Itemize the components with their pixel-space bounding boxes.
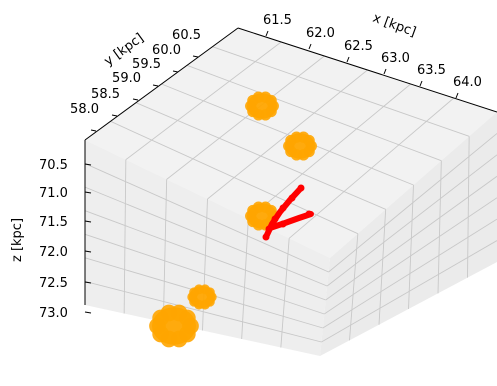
z-tick-mark <box>84 281 92 284</box>
grid-lines <box>84 41 497 348</box>
grid-line <box>437 160 442 294</box>
z-tick-label: 72.0 <box>39 245 68 260</box>
stream-point <box>271 215 279 223</box>
stream-point <box>288 194 296 202</box>
x-axis-line <box>237 27 497 113</box>
grid-line <box>467 136 470 278</box>
grid-line <box>349 233 359 341</box>
y-tick-label: 58.5 <box>91 87 120 102</box>
x-tick-mark <box>308 43 312 50</box>
z-tick-mark <box>84 311 92 314</box>
z-tick-mark <box>84 191 92 194</box>
x-axis-label: x [kpc] <box>371 11 418 40</box>
stream-point <box>297 184 305 192</box>
z-tick-mark <box>84 220 92 223</box>
y-tick-label: 60.0 <box>152 43 181 58</box>
z-tick-label: 70.5 <box>39 158 68 173</box>
z-tick-mark <box>84 163 92 166</box>
x-tick-label: 64.0 <box>453 75 482 90</box>
x-tick-label: 62.0 <box>306 26 335 41</box>
y-tick-label: 58.0 <box>70 102 99 117</box>
stream-point <box>265 225 273 233</box>
clump-point <box>149 304 199 348</box>
clump-point <box>187 284 217 310</box>
stream-point <box>305 210 313 218</box>
z-tick-label: 71.5 <box>39 215 68 230</box>
y-tick-mark <box>111 114 118 117</box>
x-tick-mark <box>455 92 459 99</box>
x-tick-label: 63.0 <box>381 51 410 66</box>
grid-line <box>408 184 414 310</box>
x-tick-label: 63.5 <box>417 63 446 78</box>
y-tick-mark <box>90 129 97 132</box>
x-tick-mark <box>419 80 423 87</box>
tick-labels: 61.5 62.0 62.5 63.0 63.5 64.0 58.058.559.059.5… <box>39 13 482 321</box>
y-axis-line <box>84 27 239 141</box>
y-tick-mark <box>132 98 139 101</box>
clump-point <box>245 91 279 121</box>
y-tick-label: 59.0 <box>112 71 141 86</box>
stream-series <box>262 184 314 241</box>
y-tick-mark <box>152 84 159 87</box>
y-tick-label: 59.5 <box>132 57 161 72</box>
y-tick-mark <box>172 70 179 73</box>
right-pane <box>320 112 497 356</box>
z-tick-label: 72.5 <box>39 276 68 291</box>
stream-line <box>267 211 314 231</box>
stream-point <box>279 220 287 228</box>
z-tick-label: 71.0 <box>39 186 68 201</box>
x-tick-label: 62.5 <box>344 39 373 54</box>
grid-line <box>241 218 249 340</box>
y-tick-label: 60.5 <box>172 28 201 43</box>
x-tick-label: 61.5 <box>263 13 292 28</box>
grid-line <box>378 209 387 325</box>
grid-line <box>123 159 127 314</box>
y-tick-mark <box>192 55 199 58</box>
stream-point <box>262 233 270 241</box>
grid-line <box>288 97 455 239</box>
left-pane <box>85 140 330 356</box>
z-tick-label: 73.0 <box>39 306 68 321</box>
grid-line <box>162 179 168 323</box>
data-marks <box>149 91 317 348</box>
stream-point <box>279 204 287 212</box>
clump-point <box>283 131 317 161</box>
z-axis-label: z [kpc] <box>10 218 25 262</box>
x-tick-mark <box>265 30 269 37</box>
x-tick-mark <box>383 68 387 75</box>
x-tick-mark <box>346 56 350 63</box>
axis-lines <box>84 27 497 314</box>
z-tick-mark <box>84 250 92 253</box>
grid-line <box>280 238 290 348</box>
